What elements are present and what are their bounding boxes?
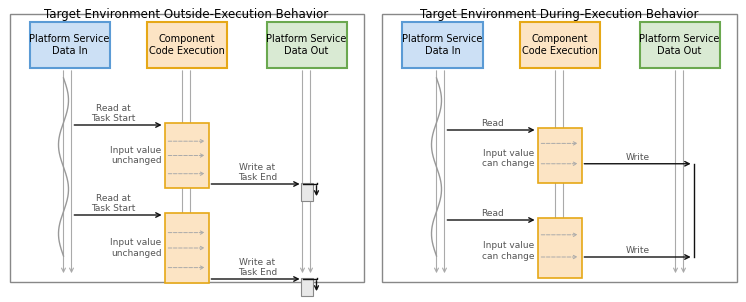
FancyBboxPatch shape [30, 22, 110, 68]
FancyBboxPatch shape [165, 213, 208, 283]
Text: Target Environment Outside-Execution Behavior: Target Environment Outside-Execution Beh… [44, 8, 329, 21]
Text: Component
Code Execution: Component Code Execution [148, 34, 225, 56]
Text: Input value
unchanged: Input value unchanged [110, 238, 161, 258]
FancyBboxPatch shape [10, 14, 363, 282]
Text: Target Environment During-Execution Behavior: Target Environment During-Execution Beha… [420, 8, 699, 21]
FancyBboxPatch shape [403, 22, 483, 68]
FancyBboxPatch shape [383, 14, 736, 282]
Text: Platform Service
Data Out: Platform Service Data Out [266, 34, 347, 56]
FancyBboxPatch shape [538, 218, 581, 278]
Text: Read at
Task Start: Read at Task Start [91, 104, 135, 123]
FancyBboxPatch shape [639, 22, 719, 68]
Text: Read: Read [482, 119, 504, 128]
FancyBboxPatch shape [301, 278, 313, 296]
Text: Component
Code Execution: Component Code Execution [521, 34, 598, 56]
Text: Read: Read [482, 209, 504, 218]
Text: Input value
can change: Input value can change [482, 149, 534, 168]
Text: Platform Service
Data In: Platform Service Data In [402, 34, 483, 56]
Text: Input value
can change: Input value can change [482, 241, 534, 261]
Text: Platform Service
Data In: Platform Service Data In [29, 34, 110, 56]
Text: Platform Service
Data Out: Platform Service Data Out [639, 34, 720, 56]
FancyBboxPatch shape [519, 22, 600, 68]
FancyBboxPatch shape [266, 22, 346, 68]
Text: Read at
Task Start: Read at Task Start [91, 194, 135, 213]
Text: Write at
Task End: Write at Task End [238, 258, 277, 277]
Text: Write: Write [625, 246, 650, 255]
FancyBboxPatch shape [146, 22, 227, 68]
FancyBboxPatch shape [538, 128, 581, 183]
Text: Input value
unchanged: Input value unchanged [110, 146, 161, 165]
FancyBboxPatch shape [165, 123, 208, 188]
Text: Write: Write [625, 153, 650, 162]
FancyBboxPatch shape [301, 183, 313, 201]
Text: Write at
Task End: Write at Task End [238, 162, 277, 182]
